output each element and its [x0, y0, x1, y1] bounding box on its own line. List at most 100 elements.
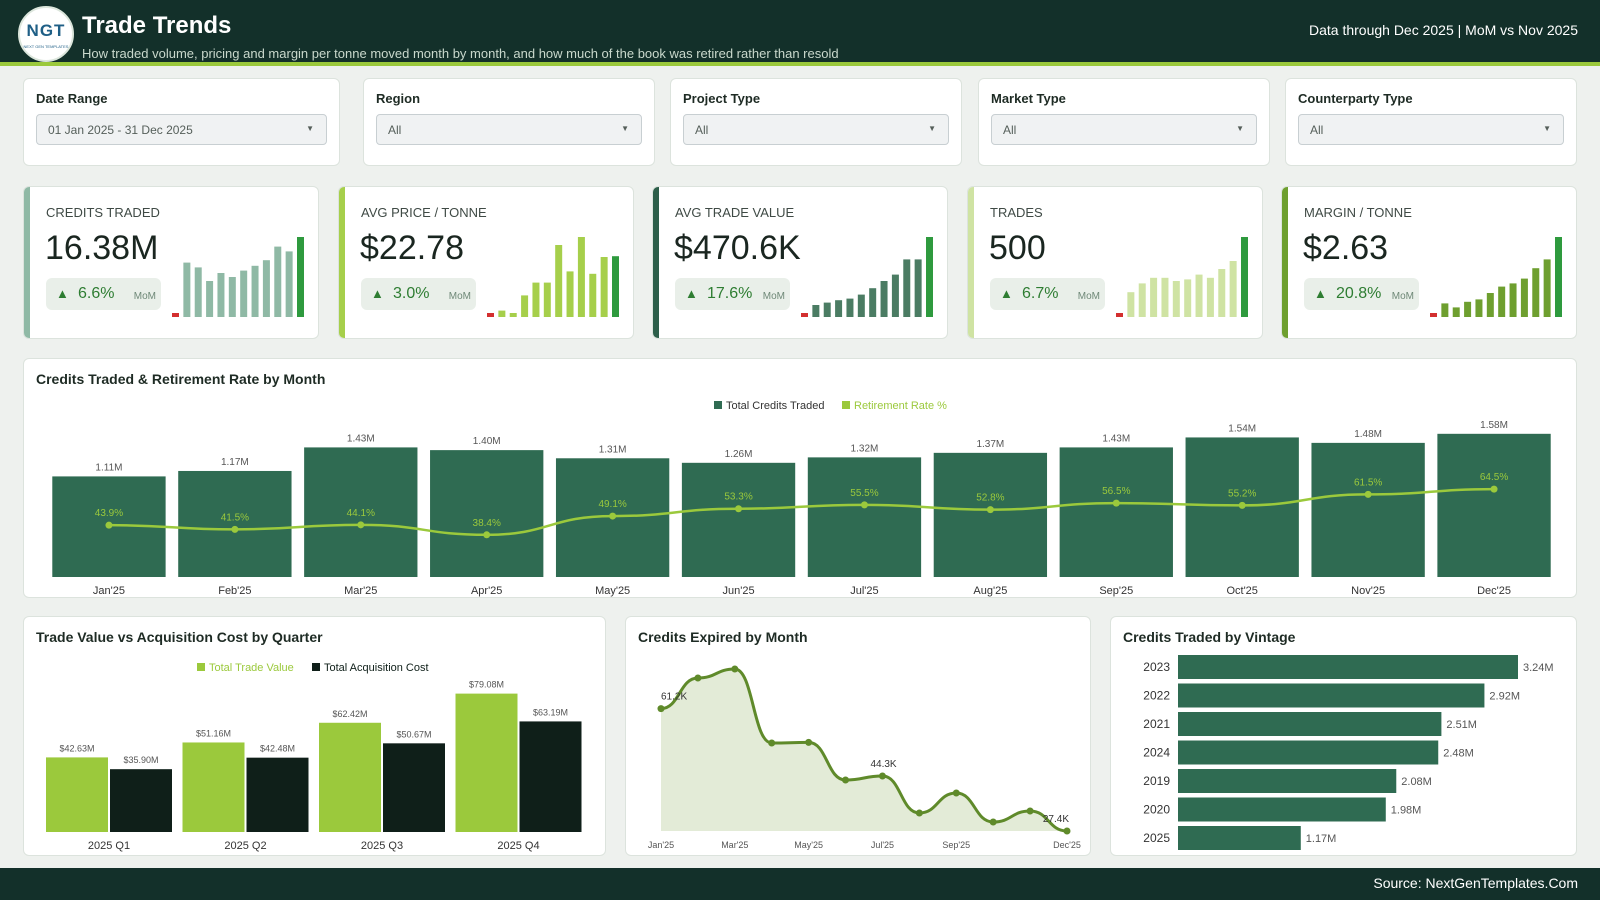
line-data-label: 64.5% — [1480, 472, 1508, 483]
sparkline-bar — [274, 246, 282, 317]
credits-expired-chart: 61.2K 44.3K 27.4K Jan'25 Mar'25 May'25 Jul'25 S… — [648, 665, 1081, 850]
sparkline-bar — [1218, 269, 1226, 317]
bar-data-label: 1.48M — [1354, 429, 1382, 440]
sparkline-bar — [835, 300, 843, 317]
bar-data-label: 1.17M — [1306, 833, 1337, 845]
x-tick-label: Aug'25 — [973, 585, 1007, 597]
legend-label: Retirement Rate % — [854, 400, 947, 412]
kpi-delta-suffix: MoM — [1077, 291, 1100, 302]
bar-trade-value — [46, 757, 108, 832]
credits-expired-chart-panel: Credits Expired by Month 61.2K 44.3K 27.4K… — [625, 616, 1091, 856]
dropdown-value: All — [695, 123, 709, 137]
bar-data-label: 1.17M — [221, 457, 249, 468]
retirement-rate-point — [357, 521, 365, 529]
source-credit: Source: NextGenTemplates.Com — [1373, 875, 1578, 891]
legend-swatch — [312, 663, 320, 671]
sparkline-bar — [509, 313, 517, 317]
kpi-card-trades: TRADES 500 ▲ 6.7% MoM — [967, 186, 1263, 339]
retirement-rate-point — [860, 501, 868, 509]
kpi-delta-suffix: MoM — [1391, 291, 1414, 302]
date-range-dropdown[interactable]: 01 Jan 2025 - 31 Dec 2025 ▼ — [36, 114, 327, 145]
x-tick-label: Jul'25 — [850, 585, 878, 597]
sparkline-bar — [172, 313, 179, 317]
chart-title: Credits Expired by Month — [638, 629, 808, 645]
bar-credits-traded — [430, 450, 544, 577]
market-type-dropdown[interactable]: All ▼ — [991, 114, 1257, 145]
kpi-value: $470.6K — [674, 229, 801, 267]
kpi-delta-value: 6.7% — [1022, 285, 1059, 302]
bar-credits-traded — [807, 457, 922, 577]
retirement-rate-point — [609, 512, 617, 520]
x-tick-label: 2025 Q3 — [361, 840, 403, 852]
sparkline-bar — [914, 259, 922, 317]
bar-data-label: 1.43M — [1102, 433, 1130, 444]
sparkline-bar — [1229, 261, 1237, 317]
bar-vintage — [1178, 655, 1518, 679]
bar-data-label: $50.67M — [396, 729, 431, 739]
x-tick-label: Jan'25 — [648, 840, 674, 850]
company-logo: NGT NEXT GEN TEMPLATES — [18, 6, 74, 62]
x-tick-label: 2025 Q4 — [497, 840, 539, 852]
sparkline-bar — [1555, 237, 1562, 317]
x-tick-label: Mar'25 — [344, 585, 377, 597]
kpi-delta-badge: ▲ 20.8% MoM — [1304, 278, 1419, 310]
bar-data-label: 3.24M — [1523, 662, 1554, 674]
project-type-dropdown[interactable]: All ▼ — [683, 114, 949, 145]
bar-trade-value — [182, 742, 245, 832]
sparkline-bar — [1498, 286, 1506, 317]
kpi-sparkline — [487, 237, 619, 317]
x-tick-label: May'25 — [794, 840, 823, 850]
bar-data-label: $79.08M — [469, 680, 504, 690]
retirement-rate-point — [231, 525, 239, 533]
x-tick-label: May'25 — [595, 585, 630, 597]
sparkline-bar — [1161, 277, 1169, 317]
bar-vintage — [1178, 769, 1397, 793]
sparkline-bar — [1520, 278, 1528, 317]
retirement-rate-point — [483, 531, 491, 539]
bar-data-label: 1.32M — [851, 443, 879, 454]
bar-data-label: 1.98M — [1391, 805, 1422, 817]
filter-date-range: Date Range 01 Jan 2025 - 31 Dec 2025 ▼ — [23, 78, 340, 166]
sparkline-bar — [1452, 307, 1460, 317]
bar-vintage — [1178, 826, 1301, 850]
sparkline-bar — [297, 237, 304, 317]
bar-acquisition-cost — [246, 757, 309, 832]
y-tick-label: 2024 — [1143, 746, 1170, 760]
sparkline-bar — [801, 313, 808, 317]
kpi-delta-suffix: MoM — [762, 291, 785, 302]
x-tick-label: 2025 Q1 — [88, 840, 130, 852]
filter-market-type: Market Type All ▼ — [978, 78, 1270, 166]
kpi-value: 16.38M — [45, 229, 159, 267]
sparkline-bar — [543, 282, 551, 317]
line-data-label: 44.1% — [347, 508, 375, 519]
filter-counterparty-type: Counterparty Type All ▼ — [1285, 78, 1577, 166]
region-dropdown[interactable]: All ▼ — [376, 114, 642, 145]
kpi-accent-bar — [968, 187, 974, 338]
kpi-delta-badge: ▲ 17.6% MoM — [675, 278, 790, 310]
x-tick-label: Jul'25 — [871, 840, 894, 850]
logo-subtext: NEXT GEN TEMPLATES — [23, 44, 69, 49]
bar-credits-traded — [933, 452, 1048, 577]
line-data-label: 49.1% — [598, 499, 626, 510]
triangle-up-icon: ▲ — [1000, 286, 1013, 301]
sparkline-bar — [857, 294, 865, 317]
kpi-label: CREDITS TRADED — [46, 205, 160, 220]
line-data-label: 61.5% — [1354, 477, 1382, 488]
bar-data-label: 2.92M — [1489, 691, 1520, 703]
header: NGT NEXT GEN TEMPLATES Trade Trends How … — [0, 0, 1600, 66]
sparkline-bar — [228, 277, 236, 317]
kpi-value: $2.63 — [1303, 229, 1389, 267]
bar-data-label: 1.37M — [976, 439, 1004, 450]
bar-data-label: $63.19M — [533, 707, 568, 717]
bar-credits-traded — [178, 470, 292, 577]
filter-label: Region — [376, 91, 421, 106]
sparkline-bar — [1475, 299, 1483, 317]
kpi-accent-bar — [653, 187, 659, 338]
sparkline-bar — [589, 273, 597, 317]
counterparty-type-dropdown[interactable]: All ▼ — [1298, 114, 1564, 145]
x-tick-label: Apr'25 — [471, 585, 502, 597]
bar-data-label: 1.40M — [473, 436, 501, 447]
credits-retirement-chart: Total Credits Traded Retirement Rate % 1.1… — [52, 400, 1551, 597]
bar-data-label: 2.51M — [1446, 719, 1477, 731]
kpi-sparkline — [172, 237, 304, 317]
